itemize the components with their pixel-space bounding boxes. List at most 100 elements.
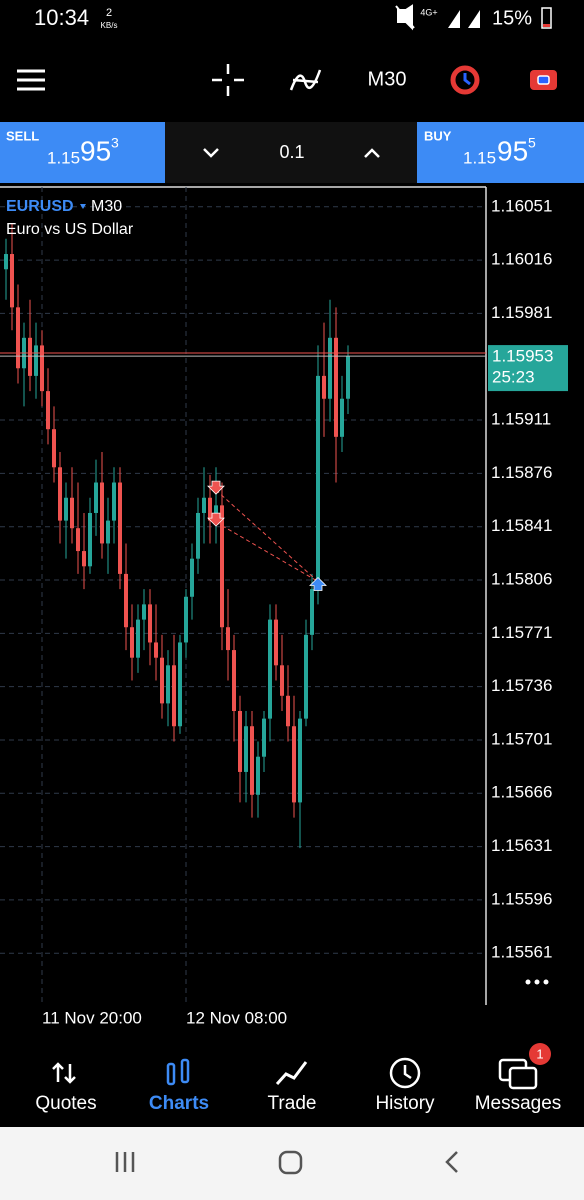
nav-label[interactable]: Charts [149,1093,209,1114]
candle-body [322,375,326,399]
symbol[interactable]: EURUSD [6,198,74,215]
more-dot[interactable] [525,979,531,985]
sell-price: 1.15 [47,148,80,167]
net-speed: 2 [106,7,112,19]
buy-arrow [309,576,327,591]
price-label: 1.15953 [492,347,553,366]
candle-body [220,505,224,628]
volume-down[interactable] [203,148,219,158]
candle-body [76,528,80,552]
candle-body [154,642,158,658]
y-tick-label: 1.15876 [491,463,552,482]
x-tick-label: 12 Nov 08:00 [186,1008,287,1027]
symbol-dropdown[interactable] [80,204,86,209]
system-nav [0,1127,584,1200]
battery: 15% [492,7,532,29]
x-tick-label: 11 Nov 20:00 [42,1008,142,1027]
y-tick-label: 1.16016 [491,250,552,269]
sell-button[interactable] [0,122,165,183]
back-button[interactable] [445,1151,458,1173]
candle-body [340,398,344,437]
candle-body [334,337,338,437]
more-dot[interactable] [543,979,549,985]
candle-body [226,627,230,651]
nav-label[interactable]: Quotes [35,1093,96,1114]
candle-body [328,337,332,399]
y-tick-label: 1.15981 [491,303,552,322]
candle-body [280,665,284,696]
buy-price: 1.15 [463,148,496,167]
y-tick-label: 1.15666 [491,783,552,802]
y-tick-label: 1.15631 [491,836,552,855]
objects-icon [463,73,471,86]
candle-body [40,345,44,392]
trade-nav-icon [275,1061,308,1086]
charts-icon [166,1062,176,1086]
trade-icon [537,75,550,85]
candle-body [172,665,176,727]
candle-body [184,596,188,643]
candle-body [208,497,212,521]
candle-body [166,665,170,704]
candle-body [118,482,122,574]
timeframe-button[interactable]: M30 [368,68,407,90]
sell-arrow [207,512,225,527]
network-type: 4G+ [420,7,437,17]
volume-up[interactable] [364,148,380,158]
candle-body [34,345,38,376]
buy-price-sup: 5 [528,135,536,151]
candle-body [232,650,236,712]
candle-body [58,467,62,521]
candle-body [88,512,92,567]
candle-body [310,589,314,635]
quotes-icon [52,1062,76,1084]
menu-button[interactable] [17,69,45,91]
recents-button[interactable] [115,1152,135,1172]
buy-button[interactable] [417,122,584,183]
signal-icon [448,10,480,28]
badge-count: 1 [536,1046,543,1061]
volume[interactable]: 0.1 [279,142,304,162]
candle-body [94,482,98,513]
candle-body [196,512,200,559]
history-hands [403,1065,412,1080]
battery-icon [541,7,552,29]
sell-price-sup: 3 [111,135,119,151]
more-dot[interactable] [534,979,540,985]
mute-icon [395,4,415,31]
indicators-button[interactable] [289,69,322,91]
y-tick-label: 1.15596 [491,889,552,908]
candle-body [16,307,20,369]
candle-body [112,482,116,521]
candle-body [4,254,8,270]
nav-label[interactable]: Trade [268,1093,317,1114]
candle-body [52,429,56,468]
candle-body [148,604,152,643]
candle-body [46,391,50,430]
candle-body [136,619,140,658]
candle-body [82,551,86,567]
charts-icon [180,1058,190,1084]
bar-timer: 25:23 [492,368,535,387]
messages-icon [508,1066,538,1090]
history-icon [389,1057,421,1089]
candle-body [106,520,110,544]
y-tick-label: 1.15911 [491,410,551,429]
net-speed-unit: KB/s [101,21,118,30]
y-tick-label: 1.15736 [491,676,552,695]
home-button[interactable] [278,1150,303,1175]
candle-body [274,619,278,666]
candle-body [250,726,254,795]
status-time: 10:34 [34,5,89,30]
chart-timeframe: M30 [91,198,122,215]
buy-price-big: 95 [497,135,528,166]
crosshair-button[interactable] [212,64,244,96]
candle-body [238,711,242,772]
candle-body [286,695,290,727]
nav-label[interactable]: Messages [475,1093,562,1114]
objects-button[interactable] [450,65,480,95]
nav-label[interactable]: History [375,1093,435,1114]
battery-level [543,24,550,27]
